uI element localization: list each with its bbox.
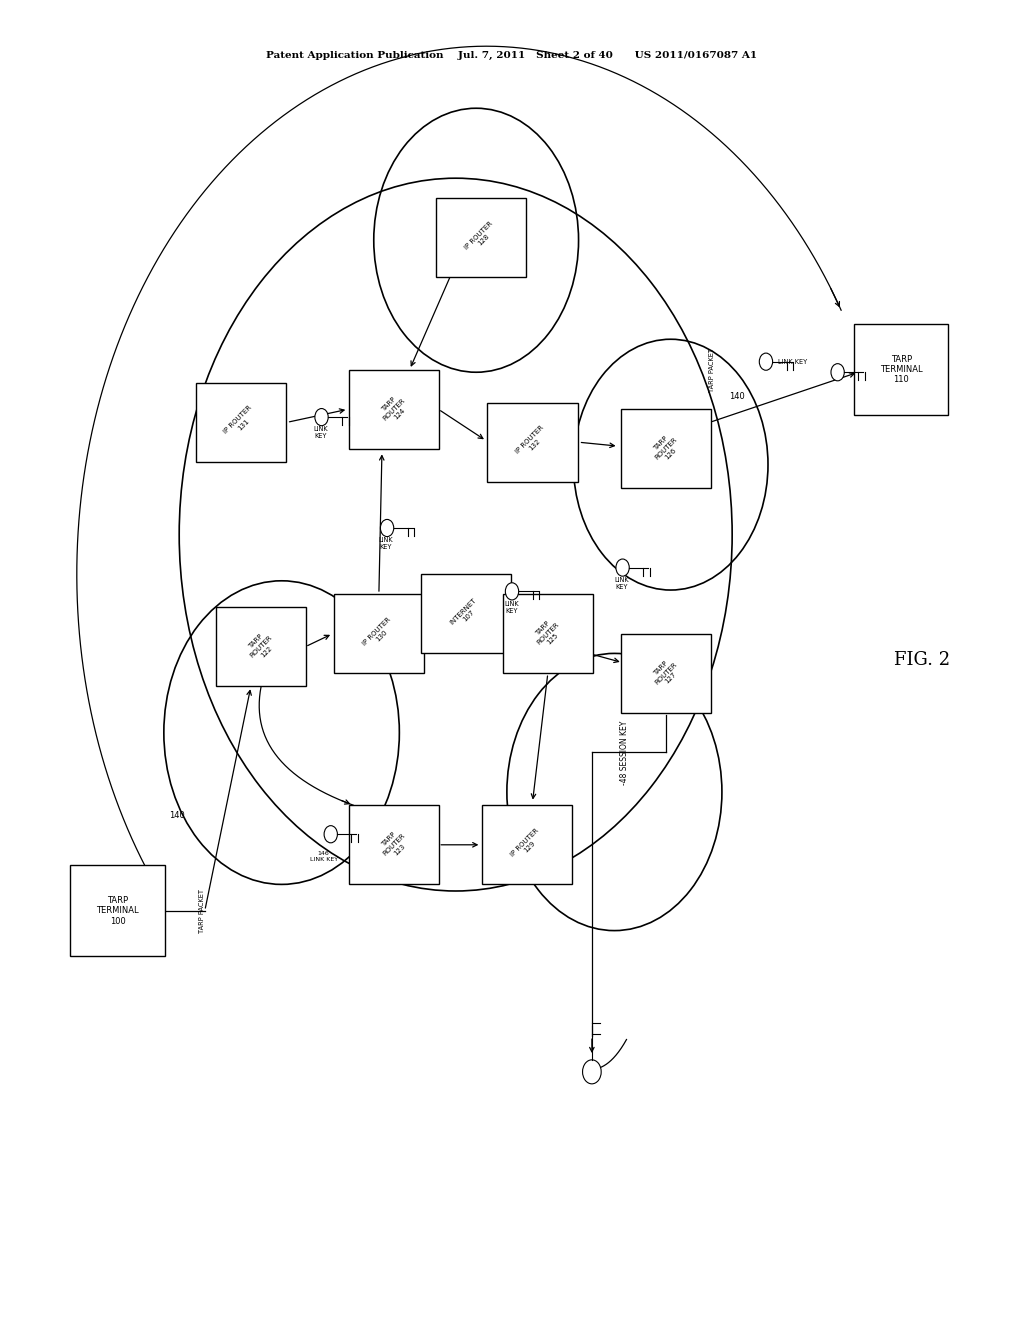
FancyBboxPatch shape xyxy=(334,594,424,673)
Circle shape xyxy=(507,653,722,931)
FancyBboxPatch shape xyxy=(216,607,306,686)
Text: IP ROUTER
129: IP ROUTER 129 xyxy=(510,828,545,862)
Text: 140: 140 xyxy=(729,392,745,400)
Text: IP ROUTER
131: IP ROUTER 131 xyxy=(223,405,258,440)
FancyBboxPatch shape xyxy=(436,198,526,277)
FancyBboxPatch shape xyxy=(349,370,439,449)
Circle shape xyxy=(324,826,338,843)
Text: IP ROUTER
128: IP ROUTER 128 xyxy=(464,220,499,255)
Circle shape xyxy=(573,339,768,590)
FancyBboxPatch shape xyxy=(621,409,711,488)
Circle shape xyxy=(374,108,579,372)
Text: 146
LINK KEY: 146 LINK KEY xyxy=(309,851,338,862)
Text: TARP PACKET: TARP PACKET xyxy=(709,347,715,392)
FancyBboxPatch shape xyxy=(621,634,711,713)
Text: LINK
KEY: LINK KEY xyxy=(379,537,393,550)
FancyBboxPatch shape xyxy=(196,383,286,462)
Circle shape xyxy=(506,582,518,599)
Circle shape xyxy=(179,178,732,891)
Text: IP ROUTER
132: IP ROUTER 132 xyxy=(515,425,550,459)
Text: TARP
ROUTER
122: TARP ROUTER 122 xyxy=(244,630,279,664)
Text: TARP
ROUTER
126: TARP ROUTER 126 xyxy=(648,432,683,466)
Text: TARP
TERMINAL
110: TARP TERMINAL 110 xyxy=(880,355,923,384)
Text: LINK
KEY: LINK KEY xyxy=(614,577,629,590)
Text: TARP
ROUTER
124: TARP ROUTER 124 xyxy=(377,392,412,426)
Text: TARP
TERMINAL
100: TARP TERMINAL 100 xyxy=(96,896,139,925)
Text: IP ROUTER
130: IP ROUTER 130 xyxy=(361,616,396,651)
Circle shape xyxy=(315,408,328,425)
FancyBboxPatch shape xyxy=(487,403,578,482)
FancyBboxPatch shape xyxy=(482,805,572,884)
Circle shape xyxy=(583,1060,601,1084)
Text: INTERNET
107: INTERNET 107 xyxy=(450,597,482,631)
Circle shape xyxy=(164,581,399,884)
Text: LINK
KEY: LINK KEY xyxy=(313,426,328,440)
Text: TARP
ROUTER
123: TARP ROUTER 123 xyxy=(377,828,412,862)
Circle shape xyxy=(380,519,393,537)
FancyBboxPatch shape xyxy=(503,594,593,673)
Text: LINK
KEY: LINK KEY xyxy=(505,601,519,614)
FancyBboxPatch shape xyxy=(349,805,439,884)
Text: TARP
ROUTER
125: TARP ROUTER 125 xyxy=(530,616,565,651)
Text: 140: 140 xyxy=(169,812,185,820)
Circle shape xyxy=(616,560,629,577)
Text: TARP
ROUTER
127: TARP ROUTER 127 xyxy=(648,656,683,690)
FancyBboxPatch shape xyxy=(421,574,511,653)
Text: LINK KEY: LINK KEY xyxy=(778,359,808,364)
FancyBboxPatch shape xyxy=(854,325,948,414)
Text: -48 SESSION KEY: -48 SESSION KEY xyxy=(620,721,629,784)
Text: TARP PACKET: TARP PACKET xyxy=(199,888,205,933)
Text: Patent Application Publication    Jul. 7, 2011   Sheet 2 of 40      US 2011/0167: Patent Application Publication Jul. 7, 2… xyxy=(266,51,758,59)
Circle shape xyxy=(760,354,772,371)
FancyBboxPatch shape xyxy=(71,866,165,956)
Text: FIG. 2: FIG. 2 xyxy=(894,651,949,669)
Circle shape xyxy=(831,363,844,381)
